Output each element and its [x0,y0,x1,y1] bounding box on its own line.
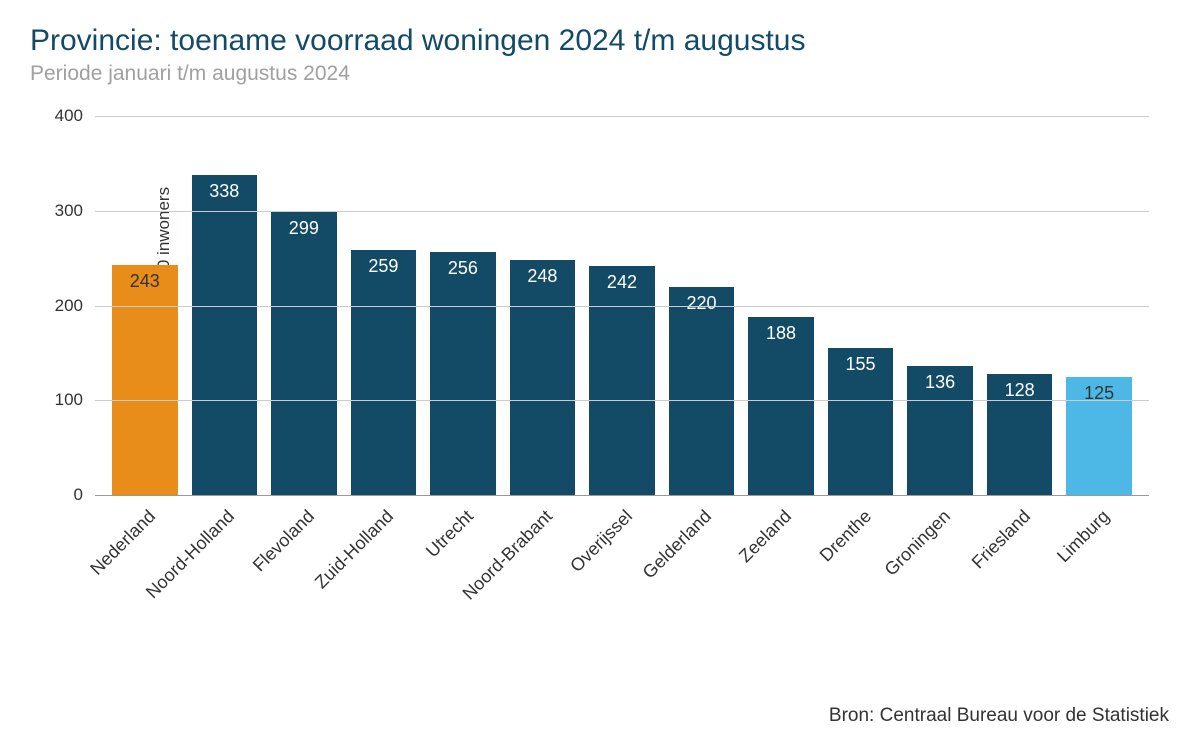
gridline [95,211,1149,212]
source-attribution: Bron: Centraal Bureau voor de Statistiek [829,705,1169,727]
bar: 299 [271,212,337,495]
plot-area: 243338299259256248242220188155136128125 … [95,116,1149,496]
chart-container: Provincie: toename voorraad woningen 202… [0,0,1199,742]
x-label-wrapper: Noord-Brabant [503,496,583,656]
bar-value-label: 155 [846,354,876,375]
bar-value-label: 128 [1005,380,1035,401]
y-tick-label: 0 [28,485,83,505]
bar-value-label: 259 [368,256,398,277]
y-tick-label: 400 [28,106,83,126]
x-axis-category-label: Nederland [86,506,160,580]
x-axis-category-label: Utrecht [422,506,478,562]
bar-value-label: 338 [209,181,239,202]
bar: 155 [828,348,894,495]
x-label-wrapper: Zeeland [741,496,821,656]
bar-value-label: 256 [448,258,478,279]
bar: 220 [669,287,735,495]
bar: 256 [430,252,496,495]
x-label-wrapper: Friesland [980,496,1060,656]
x-label-wrapper: Zuid-Holland [344,496,424,656]
x-axis-category-label: Limburg [1053,506,1114,567]
bar: 136 [907,366,973,495]
x-label-wrapper: Noord-Holland [185,496,265,656]
x-axis-category-label: Drenthe [815,506,875,566]
bar: 248 [510,260,576,495]
bar: 188 [748,317,814,495]
y-tick-label: 200 [28,296,83,316]
bar: 128 [987,374,1053,495]
bar-value-label: 248 [527,266,557,287]
bar-value-label: 299 [289,218,319,239]
gridline [95,306,1149,307]
bar: 243 [112,265,178,495]
x-label-wrapper: Groningen [900,496,980,656]
bar-value-label: 188 [766,323,796,344]
bar: 259 [351,250,417,495]
x-label-wrapper: Limburg [1059,496,1139,656]
x-axis-category-label: Zeeland [735,506,796,567]
bar-value-label: 243 [130,271,160,292]
gridline [95,116,1149,117]
bar-value-label: 136 [925,372,955,393]
bar: 242 [589,266,655,495]
gridline [95,400,1149,401]
x-label-wrapper: Drenthe [821,496,901,656]
bar: 125 [1066,377,1132,495]
chart-subtitle: Periode januari t/m augustus 2024 [30,62,1169,86]
plot-wrapper: Toename per 100.000 inwoners 24333829925… [95,116,1149,496]
bar: 338 [192,175,258,495]
chart-title: Provincie: toename voorraad woningen 202… [30,24,1169,58]
y-tick-label: 100 [28,390,83,410]
bar-value-label: 220 [686,293,716,314]
y-tick-label: 300 [28,201,83,221]
bar-value-label: 242 [607,272,637,293]
x-label-wrapper: Gelderland [662,496,742,656]
x-axis-labels: NederlandNoord-HollandFlevolandZuid-Holl… [95,496,1149,656]
